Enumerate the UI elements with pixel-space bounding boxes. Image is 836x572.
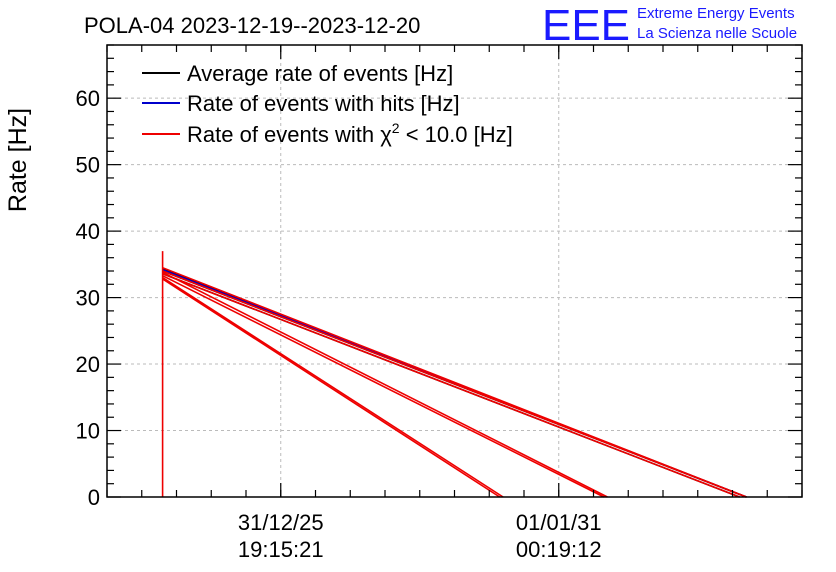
x-tick-label-time: 19:15:21 — [238, 537, 324, 562]
legend-label: Rate of events with χ2 < 10.0 [Hz] — [187, 120, 513, 147]
x-tick-label-date: 01/01/31 — [516, 510, 602, 535]
logo-text-line1: Extreme Energy Events — [637, 5, 795, 22]
y-tick-label: 40 — [76, 219, 100, 244]
chart-title: POLA-04 2023-12-19--2023-12-20 — [84, 13, 420, 38]
series-line — [162, 270, 747, 498]
y-tick-label: 20 — [76, 352, 100, 377]
series-line — [162, 272, 740, 498]
series-line — [162, 278, 501, 498]
logo-text-line2: La Scienza nelle Scuole — [637, 25, 797, 42]
series-line — [162, 271, 608, 498]
series-line — [162, 274, 605, 498]
eee-logo: EEE — [542, 1, 630, 50]
x-tick-label-date: 31/12/25 — [238, 510, 324, 535]
y-tick-label: 30 — [76, 286, 100, 311]
y-tick-label: 60 — [76, 86, 100, 111]
series-line — [162, 276, 504, 498]
legend-label: Average rate of events [Hz] — [187, 61, 453, 86]
x-tick-label-time: 00:19:12 — [516, 537, 602, 562]
y-tick-label: 50 — [76, 153, 100, 178]
y-axis-label: Rate [Hz] — [4, 108, 32, 212]
legend-label: Rate of events with hits [Hz] — [187, 91, 460, 116]
y-tick-label: 10 — [76, 419, 100, 444]
y-tick-label: 0 — [88, 485, 100, 510]
legend: Average rate of events [Hz] Rate of event… — [142, 61, 513, 147]
